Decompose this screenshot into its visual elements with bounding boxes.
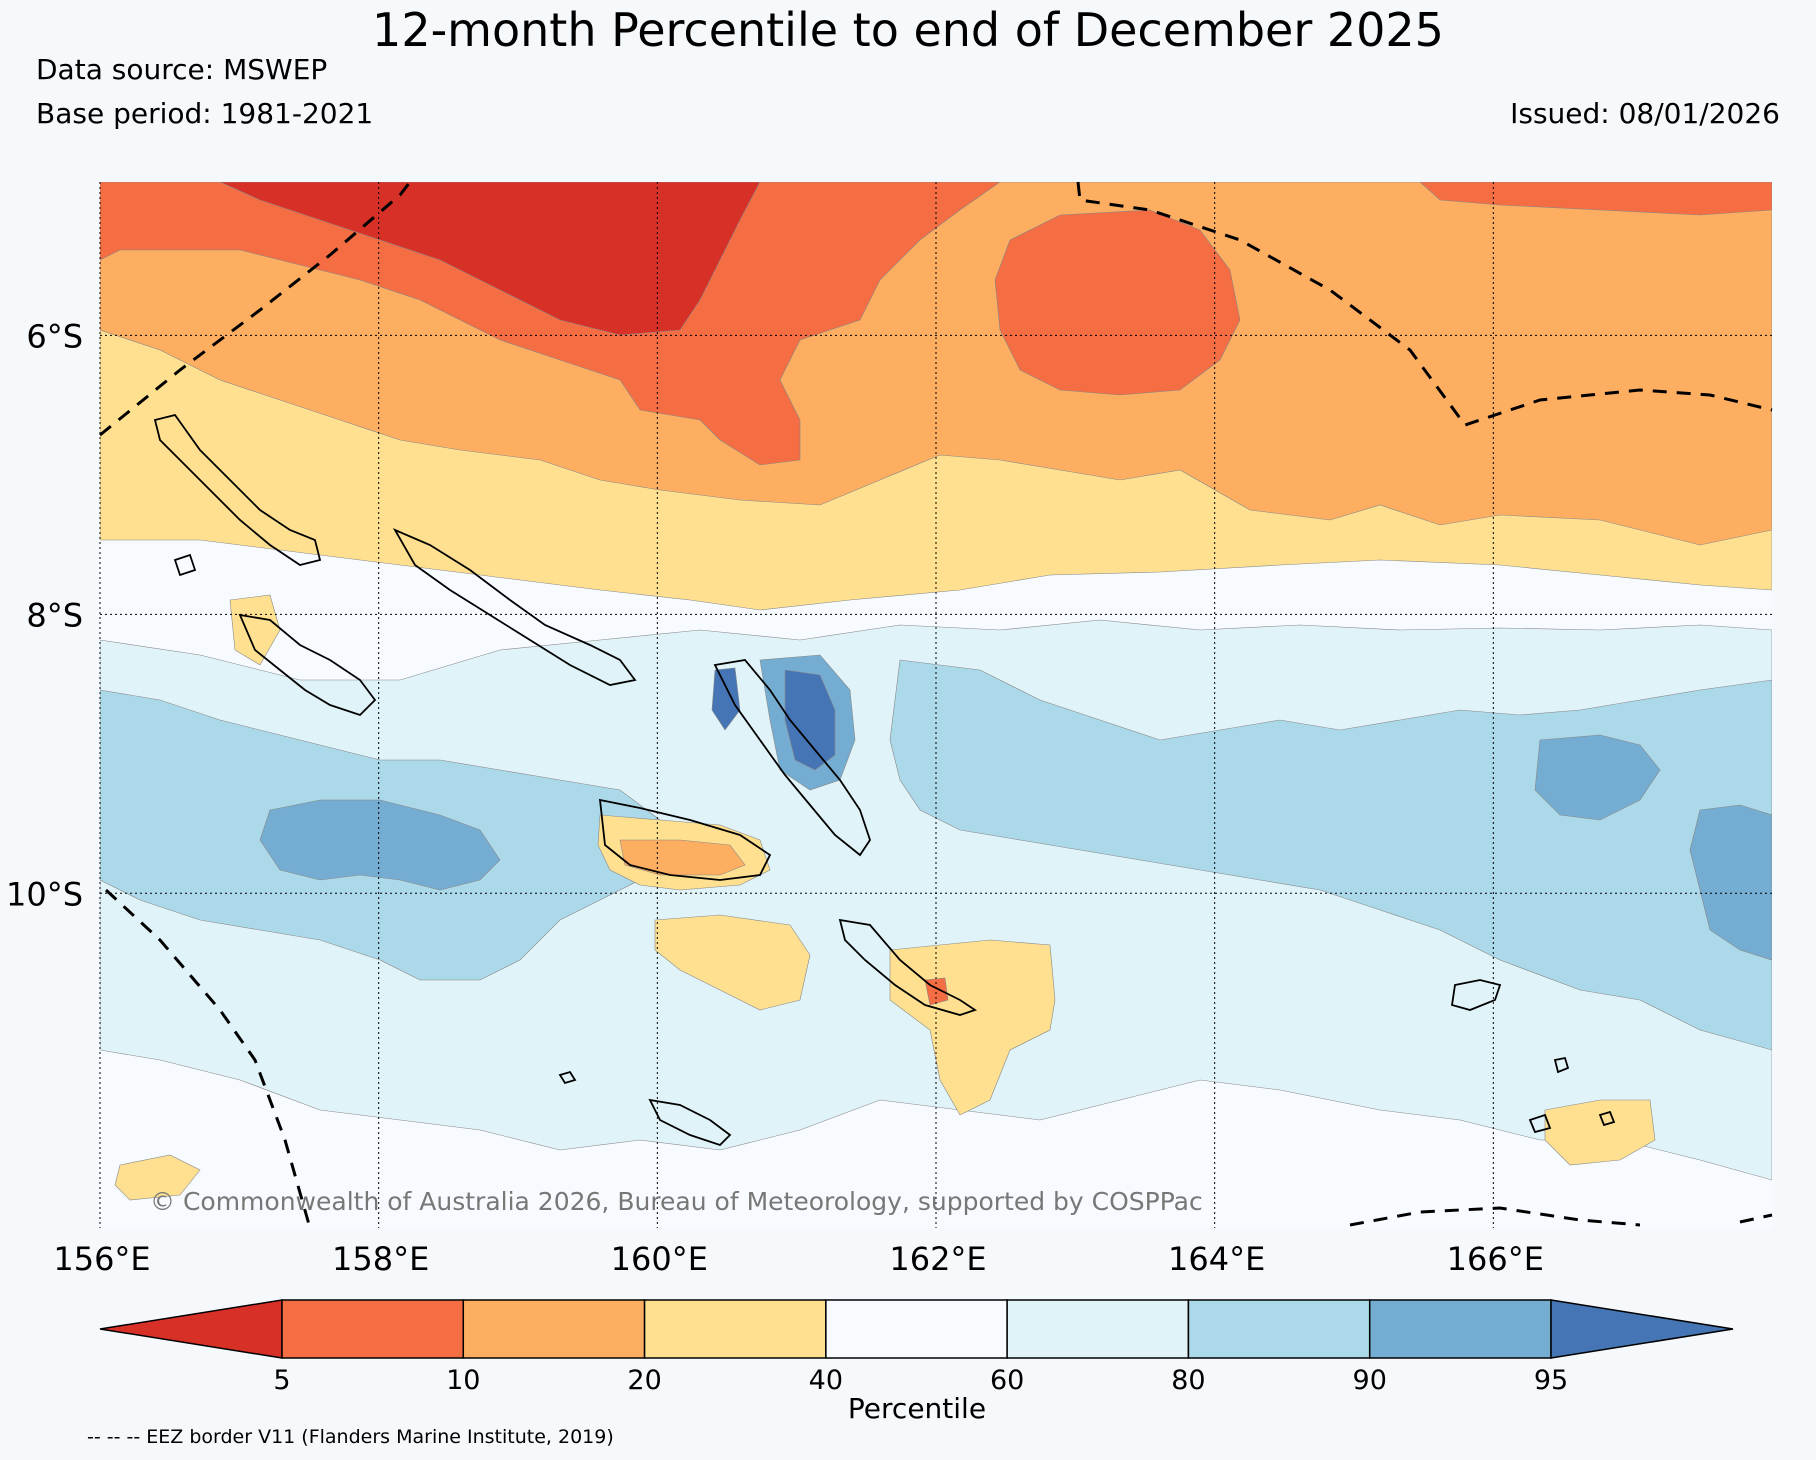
field-above-95-small (711, 667, 741, 731)
field-90-95-west (259, 799, 501, 891)
field-20-40-patch-south (654, 914, 811, 1011)
eez-borders (99, 181, 1773, 1229)
field-20-40-patch-sw (114, 1154, 201, 1201)
lat-tick-label: 10°S (6, 875, 83, 913)
eez-footnote: -- -- -- EEZ border V11 (Flanders Marine… (87, 1426, 614, 1448)
lat-tick-label: 6°S (26, 317, 83, 355)
field-10-20-patch-guadalcanal (619, 839, 746, 876)
lon-tick-label: 164°E (1168, 1240, 1265, 1278)
coast-new-georgia (238, 613, 377, 717)
colorbar-tick-label: 90 (1353, 1365, 1387, 1396)
issued-date-label: Issued: 08/01/2026 (1510, 97, 1780, 130)
lat-tick-label: 8°S (26, 596, 83, 634)
colorbar: 5 10 20 40 60 80 90 95 (99, 1299, 1734, 1396)
field-below-5-core (219, 182, 761, 336)
colorbar-tick-label: 80 (1171, 1365, 1205, 1396)
field-20-40-patch-bougainville (229, 594, 281, 666)
lon-tick-label: 162°E (889, 1240, 986, 1278)
colorbar-tick-label: 95 (1534, 1365, 1568, 1396)
coast-santa-isabel (713, 659, 871, 857)
colorbar-segment (643, 1299, 827, 1359)
field-20-40-patch-se (1544, 1099, 1656, 1166)
colorbar-segment (1006, 1299, 1190, 1359)
field-5-10-band (100, 182, 1001, 466)
colorbar-tick-label: 10 (446, 1365, 480, 1396)
colorbar-tick-label: 60 (990, 1365, 1024, 1396)
colorbar-tick-label: 20 (627, 1365, 661, 1396)
coast-malaita (838, 918, 978, 1016)
colorbar-extend-high (1550, 1299, 1734, 1359)
coast-small-islands (173, 553, 1616, 1134)
coast-guadalcanal (598, 798, 772, 881)
eez-border-nw (99, 181, 412, 437)
field-90-95-se (1689, 804, 1772, 961)
eez-border-sw (104, 888, 312, 1229)
colorbar-tick-label: 5 (273, 1365, 290, 1396)
colorbar-label: Percentile (848, 1392, 986, 1425)
lon-tick-label: 156°E (53, 1240, 150, 1278)
base-period-label: Base period: 1981-2021 (36, 97, 374, 130)
coast-vanikoro (1553, 1056, 1570, 1074)
colorbar-extend-low (99, 1299, 283, 1359)
field-90-95-east (1534, 734, 1661, 821)
lon-tick-label: 166°E (1447, 1240, 1544, 1278)
colorbar-segment (462, 1299, 646, 1359)
figure-title: 12-month Percentile to end of December 2… (372, 3, 1444, 57)
data-source-label: Data source: MSWEP (36, 53, 328, 86)
coast-choiseul (392, 528, 637, 686)
eez-border-se (1349, 1206, 1641, 1227)
colorbar-tick-label: 40 (809, 1365, 843, 1396)
gridlines (99, 182, 1772, 1228)
coast-rennell (648, 1098, 732, 1147)
lon-tick-label: 158°E (332, 1240, 429, 1278)
field-5-10-patch-ne (1419, 182, 1772, 216)
colorbar-segment (281, 1299, 465, 1359)
colorbar-segment (825, 1299, 1008, 1359)
lon-tick-label: 160°E (611, 1240, 708, 1278)
colorbar-segment (1368, 1299, 1552, 1359)
longitude-labels: 156°E 158°E 160°E 162°E 164°E 166°E (53, 1240, 1544, 1278)
field-5-10-patch-east (994, 209, 1241, 396)
colorbar-segment (1187, 1299, 1371, 1359)
copyright-text: © Commonwealth of Australia 2026, Bureau… (150, 1187, 1203, 1216)
coast-bougainville (153, 413, 322, 566)
latitude-labels: 6°S 8°S 10°S (6, 317, 83, 913)
eez-border-se-2 (1739, 1213, 1773, 1224)
eez-border-ne (1076, 181, 1773, 427)
coast-santa-cruz (1450, 979, 1502, 1011)
coastlines (153, 413, 1616, 1147)
